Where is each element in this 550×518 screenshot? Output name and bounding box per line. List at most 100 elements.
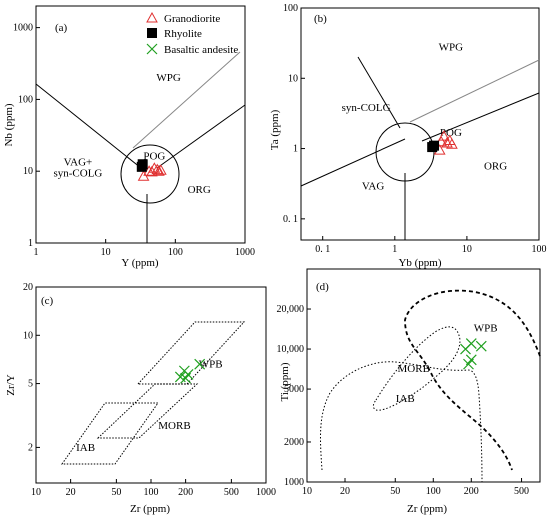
panel-d-ticks: 10 20 50 100 200 500 1000 2000 5000 10,000 20,000 xyxy=(277,304,530,497)
field-label: WPB xyxy=(199,358,223,370)
panel-b-xlabel: Yb (ppm) xyxy=(398,257,441,269)
panel-b-triangle-point-1 xyxy=(438,130,450,141)
field-label: VAG+ xyxy=(64,157,93,169)
field-label: IAB xyxy=(396,393,415,405)
x-tick-label: 500 xyxy=(224,487,239,498)
panel-c-label: (c) xyxy=(41,295,54,307)
legend: Granodiorite Rhyolite Basaltic andesite xyxy=(146,11,238,56)
x-tick-label: 1 xyxy=(392,244,397,255)
panel-a-label: (a) xyxy=(55,22,68,34)
legend-cross-point-0 xyxy=(146,43,158,55)
wpb-field xyxy=(136,321,246,385)
x-tick-label: 10 xyxy=(462,244,472,255)
boundary-line xyxy=(300,138,406,187)
boundary-line xyxy=(35,83,142,169)
y-tick-label: 2 xyxy=(28,442,33,453)
panel-b-label: (b) xyxy=(314,13,327,25)
pog-circle xyxy=(120,144,180,204)
x-tick-label: 0. 1 xyxy=(315,244,330,255)
boundary-line xyxy=(156,104,246,169)
y-tick-label: 1 xyxy=(293,144,298,155)
panel-a: (a) Y (ppm) Nb (ppm) 1 10 100 1000 1 10 100 100… xyxy=(3,5,255,269)
x-tick-label: 10 xyxy=(101,247,111,258)
panel-d-xlabel: Zr (ppm) xyxy=(407,503,447,515)
panel-b-ticks: 0. 1 1 10 100 0. 1 1 10 100 xyxy=(283,3,547,255)
y-tick-label: 1000 xyxy=(284,477,304,488)
x-tick-label: 100 xyxy=(168,247,183,258)
y-tick-label: 1 xyxy=(28,238,33,249)
panel-b-square-point-1 xyxy=(429,140,440,151)
panel-c-cross-point-3 xyxy=(180,372,192,384)
x-tick-label: 10 xyxy=(31,487,41,498)
panel-c-ylabel: Zr/Y xyxy=(5,374,17,395)
panel-b-triangle-point-4 xyxy=(446,138,458,149)
panel-c: (c) Zr (ppm) Zr/Y 10 20 50 100 200 500 1000251… xyxy=(5,282,276,515)
y-tick-label: 5 xyxy=(28,379,33,390)
field-label: POG xyxy=(440,127,462,139)
morb-field xyxy=(96,383,199,439)
panel-a-square-point-1 xyxy=(137,159,148,170)
panel-a-triangle-point-6 xyxy=(145,165,158,177)
panel-d-ylabel: Ti (ppm) xyxy=(279,362,291,401)
x-tick-label: 10 xyxy=(302,486,312,497)
panel-c-frame xyxy=(35,286,267,484)
field-label: MORB xyxy=(398,363,430,375)
y-tick-label: 0. 1 xyxy=(283,214,298,225)
panel-a-frame xyxy=(35,5,246,244)
y-tick-label: 100 xyxy=(283,3,298,14)
legend-triangle-point-0 xyxy=(146,11,158,23)
x-tick-label: 200 xyxy=(178,487,193,498)
panel-a-ylabel: Nb (ppm) xyxy=(3,103,15,146)
panel-c-xlabel: Zr (ppm) xyxy=(130,503,170,515)
x-tick-label: 100 xyxy=(532,244,547,255)
x-tick-label: 20 xyxy=(340,486,350,497)
field-label: WPG xyxy=(156,72,181,84)
panel-d: (d) Zr (ppm) Ti (ppm) 10 20 50 100 200 500 100… xyxy=(277,268,541,515)
y-tick-label: 10 xyxy=(23,166,33,177)
panel-a-fields: WPG POG VAG+syn-COLG ORG xyxy=(53,72,210,196)
panel-c-cross-point-4 xyxy=(194,358,206,370)
panel-d-cross-point-4 xyxy=(463,358,474,370)
field-label: WPB xyxy=(474,323,498,335)
y-tick-label: 20 xyxy=(23,282,33,293)
panel-a-triangle-point-0 xyxy=(137,170,150,181)
panel-c-boundaries xyxy=(61,321,246,465)
x-tick-label: 1000 xyxy=(235,247,255,258)
y-tick-label: 2000 xyxy=(284,437,304,448)
panel-a-xlabel: Y (ppm) xyxy=(121,257,159,269)
field-label: ORG xyxy=(188,184,211,196)
iab-field xyxy=(61,402,159,465)
x-tick-label: 100 xyxy=(144,487,159,498)
panel-a-points xyxy=(136,159,167,181)
panel-d-label: (d) xyxy=(316,281,329,293)
field-label: POG xyxy=(143,151,165,163)
legend-label: Rhyolite xyxy=(164,28,202,40)
pog-circle xyxy=(375,122,435,182)
panel-b-points xyxy=(427,130,458,155)
wpb-boundary xyxy=(404,289,541,471)
x-tick-label: 1 xyxy=(34,247,39,258)
x-tick-label: 50 xyxy=(111,487,121,498)
legend-square-point-0 xyxy=(147,28,157,38)
y-tick-label: 5000 xyxy=(284,384,304,395)
panel-d-fields: WPB MORB IAB xyxy=(396,323,498,405)
panel-d-frame xyxy=(306,268,541,483)
legend-label: Granodiorite xyxy=(164,13,220,25)
field-label: IAB xyxy=(76,442,95,454)
x-tick-label: 20 xyxy=(66,487,76,498)
field-label: syn-COLG xyxy=(342,102,391,114)
boundary-line-gray xyxy=(409,59,540,123)
iab-boundary xyxy=(320,361,483,483)
panel-b: (b) Yb (ppm) Ta (ppm) 0. 1 1 10 100 0. 1 1 10 1… xyxy=(269,3,547,269)
x-tick-label: 100 xyxy=(426,486,441,497)
panel-a-ticks: 1 10 100 1000 1 10 100 1000 xyxy=(13,23,255,258)
panel-b-frame xyxy=(300,7,540,241)
boundary-line-gray xyxy=(132,51,241,149)
legend-label: Basaltic andesite xyxy=(164,44,238,56)
y-tick-label: 10 xyxy=(288,73,298,84)
y-tick-label: 1000 xyxy=(13,23,33,34)
panel-b-ylabel: Ta (ppm) xyxy=(269,109,281,150)
panel-a-boundaries xyxy=(35,51,246,243)
panel-b-boundaries xyxy=(300,56,540,240)
